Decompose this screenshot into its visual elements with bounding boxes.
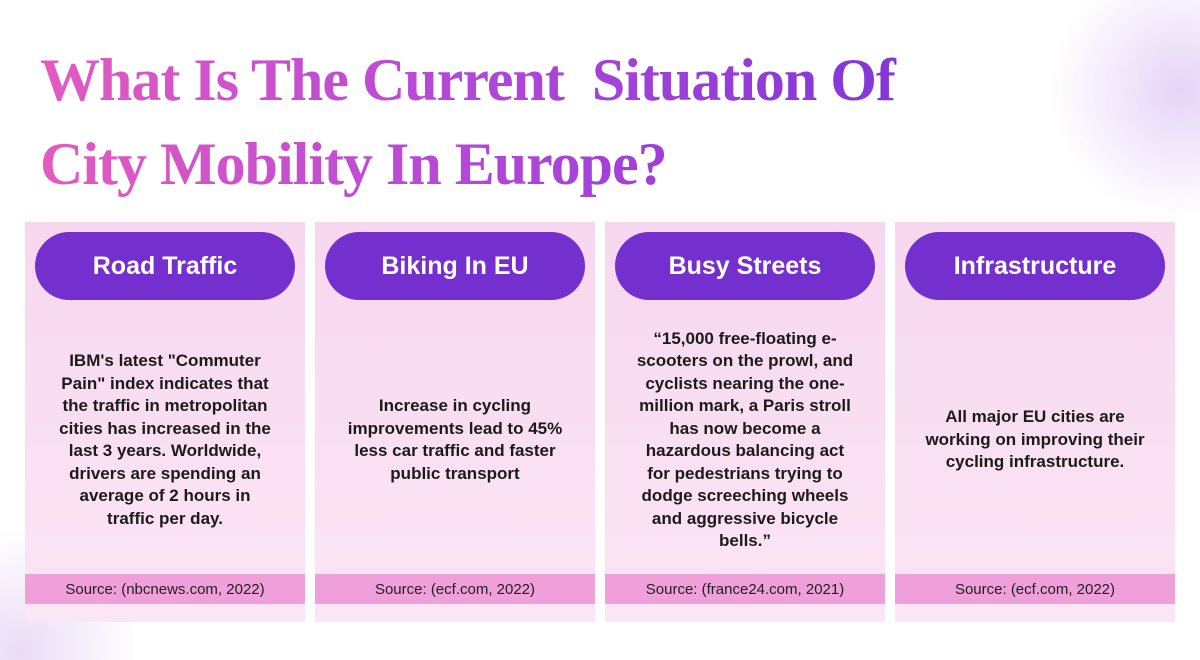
- card-body-text: IBM's latest "Commuter Pain" index indic…: [59, 351, 271, 528]
- card-heading-text: Road Traffic: [92, 251, 238, 280]
- card: Biking In EU Increase in cycling improvem…: [315, 222, 595, 622]
- card-heading: Biking In EU: [325, 232, 585, 300]
- card-body: All major EU cities are working on impro…: [925, 310, 1145, 570]
- card-heading: Road Traffic: [35, 232, 295, 300]
- card-heading-text: Infrastructure: [953, 251, 1117, 280]
- title-line: What Is The Current Situation Of: [40, 38, 960, 122]
- title: What Is The Current Situation Of City Mo…: [40, 38, 960, 206]
- card-source: Source: (nbcnews.com, 2022): [25, 574, 305, 604]
- card-source-text: Source: (ecf.com, 2022): [374, 580, 536, 598]
- card-heading: Infrastructure: [905, 232, 1165, 300]
- card-source-text: Source: (france24.com, 2021): [645, 580, 845, 598]
- card: Busy Streets “15,000 free-floating e-scoo…: [605, 222, 885, 622]
- title-line: City Mobility In Europe?: [40, 122, 960, 206]
- card-body: Increase in cycling improvements lead to…: [345, 310, 565, 570]
- card-source-text: Source: (ecf.com, 2022): [954, 580, 1116, 598]
- card-source: Source: (ecf.com, 2022): [895, 574, 1175, 604]
- card-source-text: Source: (nbcnews.com, 2022): [65, 580, 265, 598]
- card-heading-text: Busy Streets: [668, 251, 822, 280]
- card: Infrastructure All major EU cities are wo…: [895, 222, 1175, 622]
- card-body-text: “15,000 free-floating e-scooters on the …: [636, 328, 854, 551]
- card-body-text: All major EU cities are working on impro…: [925, 407, 1145, 472]
- card-heading: Busy Streets: [615, 232, 875, 300]
- card-body-text: Increase in cycling improvements lead to…: [347, 396, 563, 483]
- card: Road Traffic IBM's latest "Commuter Pain"…: [25, 222, 305, 622]
- card-body: IBM's latest "Commuter Pain" index indic…: [55, 310, 275, 570]
- card-heading-text: Biking In EU: [381, 251, 529, 280]
- card-source: Source: (france24.com, 2021): [605, 574, 885, 604]
- card-source: Source: (ecf.com, 2022): [315, 574, 595, 604]
- card-body: “15,000 free-floating e-scooters on the …: [635, 310, 855, 570]
